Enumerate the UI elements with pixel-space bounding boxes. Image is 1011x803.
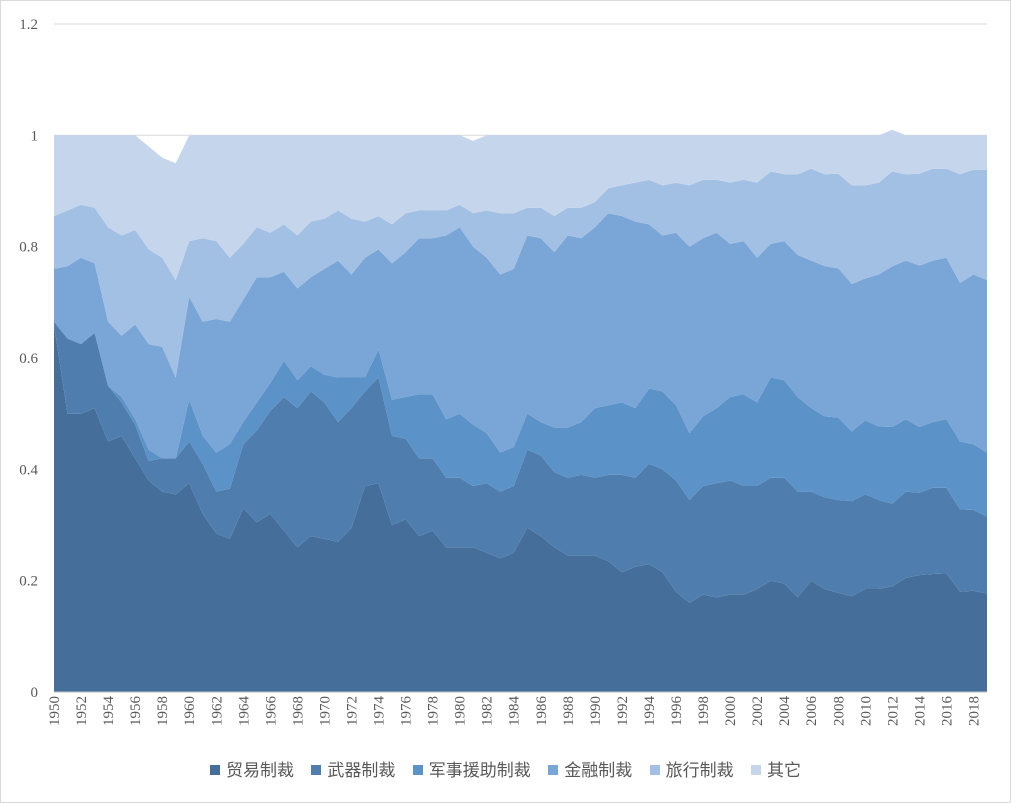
- y-tick-label: 0.8: [19, 240, 38, 256]
- x-tick-label: 2010: [858, 696, 874, 726]
- x-tick-label: 1970: [317, 696, 333, 726]
- legend-item-military-aid-sanctions: 军事援助制裁: [412, 756, 531, 781]
- x-tick-label: 1996: [669, 696, 685, 727]
- y-tick-label: 0: [31, 685, 39, 701]
- series-area: [54, 213, 987, 459]
- y-tick-label: 1.2: [19, 17, 38, 33]
- x-tick-label: 1960: [182, 696, 198, 726]
- series-area: [54, 324, 987, 692]
- x-tick-label: 1986: [534, 696, 550, 727]
- x-tick-label: 1992: [615, 696, 631, 726]
- legend-item-other: 其它: [751, 756, 801, 781]
- legend-item-travel-sanctions: 旅行制裁: [649, 756, 734, 781]
- x-tick-label: 1954: [101, 696, 117, 727]
- x-tick-label: 1962: [209, 696, 225, 726]
- x-tick-label: 2004: [777, 696, 793, 727]
- x-tick-label: 2014: [912, 696, 928, 727]
- legend-label: 其它: [767, 761, 802, 781]
- legend-swatch: [751, 765, 762, 775]
- legend: 贸易制裁 武器制裁 军事援助制裁 金融制裁 旅行制裁 其它: [0, 756, 1011, 781]
- x-tick-label: 1956: [128, 696, 144, 727]
- series-area: [54, 129, 987, 281]
- x-tick-label: 2000: [723, 696, 739, 726]
- legend-label: 贸易制裁: [225, 761, 294, 781]
- x-tick-label: 1972: [345, 696, 361, 726]
- plot-areas: [54, 129, 987, 692]
- x-tick-label: 1968: [290, 696, 306, 726]
- legend-swatch: [548, 765, 559, 775]
- y-tick-label: 0.2: [19, 574, 38, 590]
- x-tick-label: 1982: [480, 696, 496, 726]
- x-tick-label: 1950: [47, 696, 63, 726]
- y-tick-label: 0.6: [19, 351, 38, 367]
- legend-label: 武器制裁: [327, 761, 396, 781]
- x-tick-label: 1988: [561, 696, 577, 726]
- x-tick-label: 1998: [696, 696, 712, 726]
- legend-swatch: [649, 765, 660, 775]
- x-tick-label: 2016: [939, 696, 955, 727]
- y-axis: 0 0.2 0.4 0.6 0.8 1 1.2: [19, 17, 38, 701]
- legend-swatch: [209, 765, 220, 775]
- x-tick-label: 1958: [155, 696, 171, 726]
- legend-item-trade-sanctions: 贸易制裁: [209, 756, 294, 781]
- x-tick-label: 1976: [399, 696, 415, 727]
- y-tick-label: 1: [31, 128, 39, 144]
- x-tick-label: 2018: [967, 696, 983, 726]
- x-tick-label: 1994: [642, 696, 658, 727]
- x-tick-label: 1974: [372, 696, 388, 727]
- x-tick-label: 1984: [507, 696, 523, 727]
- x-tick-label: 2012: [885, 696, 901, 726]
- x-tick-label: 1990: [588, 696, 604, 726]
- x-tick-label: 2008: [831, 696, 847, 726]
- x-tick-label: 2002: [750, 696, 766, 726]
- legend-label: 旅行制裁: [665, 761, 734, 781]
- legend-swatch: [311, 765, 322, 775]
- x-tick-label: 2006: [804, 696, 820, 727]
- x-tick-label: 1952: [74, 696, 90, 726]
- x-tick-label: 1964: [236, 696, 252, 727]
- legend-swatch: [412, 765, 423, 775]
- y-tick-label: 0.4: [19, 462, 38, 478]
- legend-label: 军事援助制裁: [428, 761, 531, 781]
- legend-label: 金融制裁: [564, 761, 633, 781]
- series-area: [54, 321, 987, 603]
- legend-item-arms-sanctions: 武器制裁: [311, 756, 395, 781]
- x-tick-label: 1980: [453, 696, 469, 726]
- x-axis: 1950 1952 1954 1956 1958 1960 1962 1964 1966 1968…: [47, 696, 983, 727]
- series-area: [54, 168, 987, 378]
- series-area: [54, 321, 987, 517]
- x-tick-label: 1978: [426, 696, 442, 726]
- x-tick-label: 1966: [263, 696, 279, 727]
- legend-item-financial-sanctions: 金融制裁: [548, 756, 632, 781]
